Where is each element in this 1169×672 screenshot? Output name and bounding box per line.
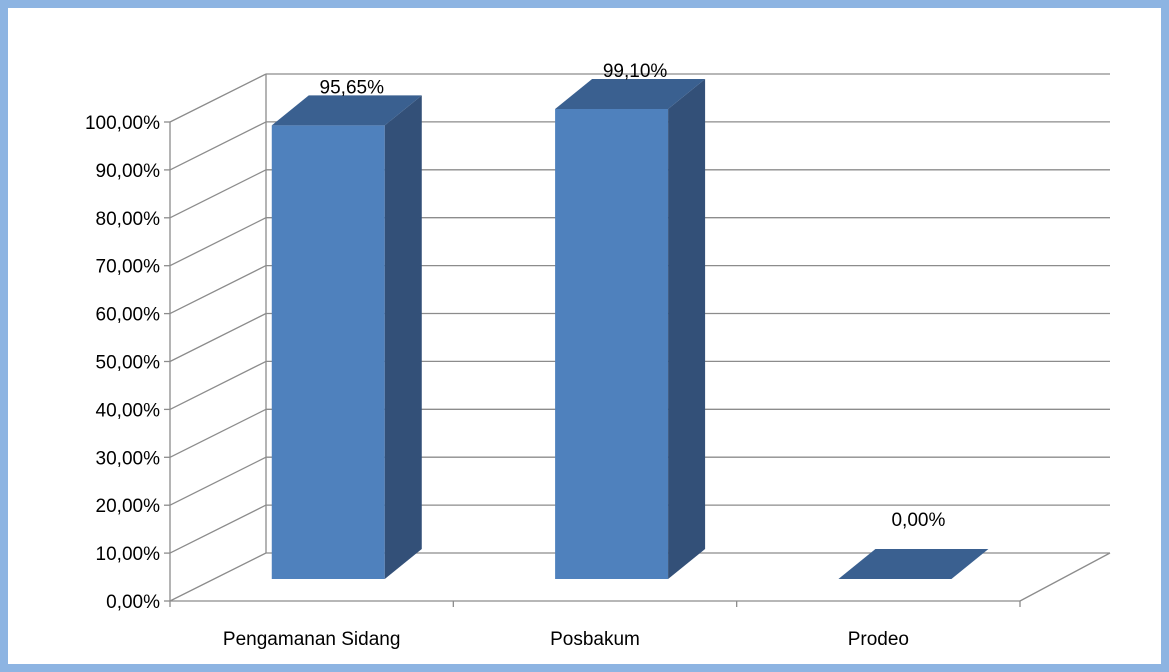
gridline-side: [169, 552, 267, 602]
gridline-side: [169, 265, 267, 315]
data-label: 0,00%: [891, 510, 945, 531]
category-label: Posbakum: [550, 629, 640, 650]
gridline-side: [169, 408, 267, 458]
category-label: Prodeo: [848, 629, 909, 650]
bar-front: [271, 125, 385, 579]
y-tick-label: 100,00%: [85, 113, 160, 134]
y-tick-label: 10,00%: [96, 544, 161, 565]
bar-side: [384, 95, 422, 579]
data-label: 99,10%: [603, 61, 668, 82]
y-tick-label: 20,00%: [96, 496, 161, 517]
y-tick-label: 50,00%: [96, 353, 161, 374]
data-label: 95,65%: [320, 77, 385, 98]
gridline-side: [169, 360, 267, 410]
bar-top: [555, 79, 706, 110]
gridline-side: [169, 217, 267, 267]
bar-top: [271, 95, 422, 126]
y-tick-label: 90,00%: [96, 161, 161, 182]
bar-chart-3d: 0,00% 10,00% 20,00% 30,00% 40,00% 50,00% 60,00…: [85, 61, 1111, 650]
chart-frame: 0,00% 10,00% 20,00% 30,00% 40,00% 50,00% 60,00…: [8, 8, 1161, 664]
gridline-side: [169, 169, 267, 219]
gridline-side: [169, 121, 267, 171]
y-tick-label: 80,00%: [96, 209, 161, 230]
floor-right-edge: [1019, 552, 1111, 602]
bar-side: [668, 79, 706, 579]
gridline-side: [169, 456, 267, 506]
gridline-side: [169, 504, 267, 554]
gridline-side: [169, 312, 267, 363]
y-tick-label: 40,00%: [96, 400, 161, 421]
bar-top: [838, 549, 989, 579]
y-tick-label: 30,00%: [96, 448, 161, 469]
y-tick-label: 60,00%: [96, 305, 161, 326]
gridline-side: [169, 73, 267, 123]
y-tick-label: 0,00%: [106, 592, 160, 613]
category-label: Pengamanan Sidang: [223, 629, 400, 650]
bar-front: [555, 109, 669, 579]
y-tick-label: 70,00%: [96, 257, 161, 278]
